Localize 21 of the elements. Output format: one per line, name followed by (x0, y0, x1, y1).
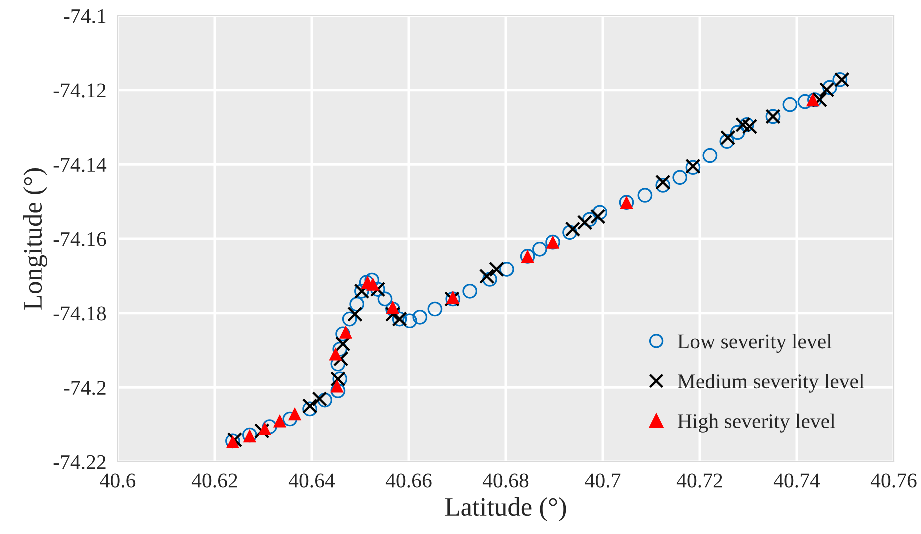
x-tick-label: 40.74 (774, 474, 820, 488)
x-tick-label: 40.72 (676, 474, 722, 488)
x-axis-title: Latitude (°) (445, 498, 566, 522)
x-tick-label: 40.66 (386, 474, 432, 488)
y-tick-label: -74.22 (54, 455, 106, 470)
y-tick-label: -74.2 (64, 381, 106, 396)
x-tick-label: 40.6 (100, 474, 136, 488)
x-tick-label: 40.62 (192, 474, 238, 488)
legend-label: Medium severity level (678, 374, 864, 393)
x-tick-label: 40.68 (482, 474, 529, 488)
legend-label: High severity level (678, 414, 836, 433)
legend-label: Low severity level (678, 334, 832, 354)
y-tick-label: -74.18 (54, 306, 106, 321)
y-tick-label: -74.12 (54, 84, 106, 98)
y-tick-label: -74.14 (54, 158, 107, 172)
x-tick-label: 40.64 (288, 474, 336, 488)
x-tick-label: 40.76 (870, 474, 917, 488)
y-tick-label: -74.1 (64, 9, 106, 24)
y-axis-title: Longitude (°) (24, 168, 48, 310)
y-tick-label: -74.16 (54, 232, 106, 247)
x-tick-label: 40.7 (585, 474, 621, 488)
